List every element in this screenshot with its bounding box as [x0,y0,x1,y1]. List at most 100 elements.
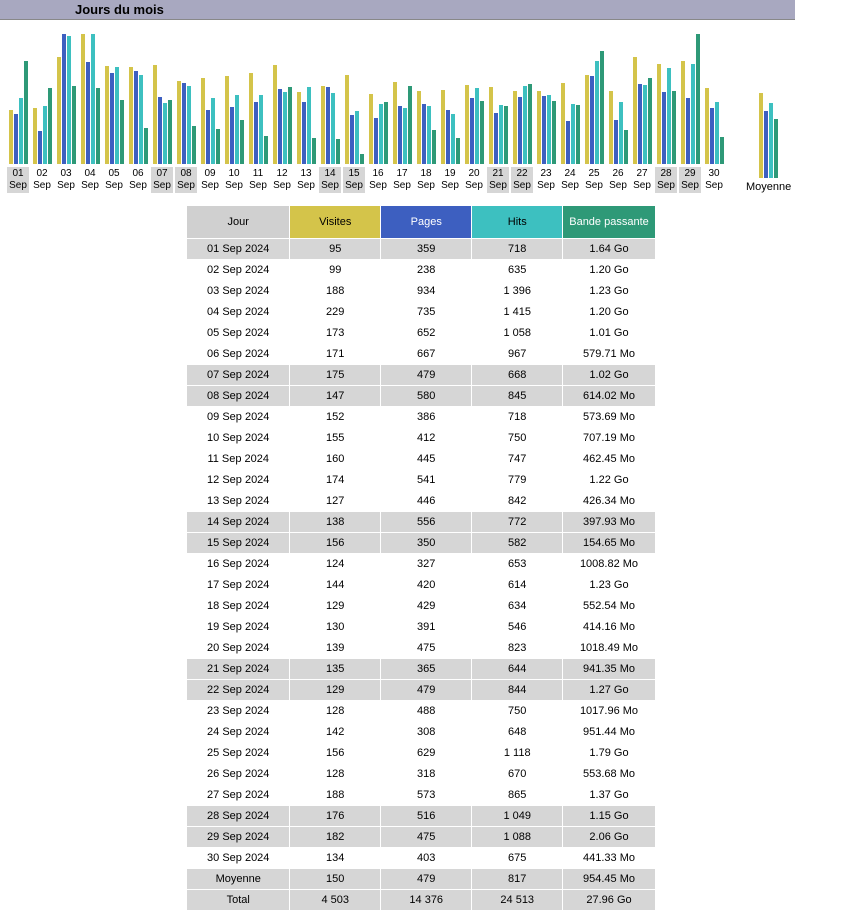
chart-day-col: 16Sep [367,24,389,193]
cell-visites: 129 [290,680,381,701]
table-row-total: Total4 50314 37624 51327.96 Go [187,890,656,911]
chart-day-col: 20Sep [463,24,485,193]
table-row: 26 Sep 2024128318670553.68 Mo [187,764,656,785]
table-row: 05 Sep 20241736521 0581.01 Go [187,323,656,344]
cell-hits: 635 [472,260,563,281]
chart-day-label: 14Sep [319,167,341,193]
cell-bw: 1.23 Go [563,575,656,596]
chart-day-col: 26Sep [607,24,629,193]
cell-bw: 397.93 Mo [563,512,656,533]
cell-bw: 1.02 Go [563,365,656,386]
daily-chart: 01Sep02Sep03Sep04Sep05Sep06Sep07Sep08Sep… [0,20,842,193]
cell-pages: 429 [381,596,472,617]
cell-pages: 238 [381,260,472,281]
cell-hits: 1 118 [472,743,563,764]
table-row: 29 Sep 20241824751 0882.06 Go [187,827,656,848]
table-row: 23 Sep 20241284887501017.96 Mo [187,701,656,722]
cell-visites: 142 [290,722,381,743]
cell-date: 25 Sep 2024 [187,743,290,764]
chart-day-col: 21Sep [487,24,509,193]
chart-day-label: 12Sep [271,167,293,193]
cell-visites: 173 [290,323,381,344]
table-row: 19 Sep 2024130391546414.16 Mo [187,617,656,638]
header-jour: Jour [187,206,290,239]
chart-day-col: 02Sep [31,24,53,193]
cell-date: 10 Sep 2024 [187,428,290,449]
cell-date: 27 Sep 2024 [187,785,290,806]
title-text: Jours du mois [75,2,164,17]
table-row: 11 Sep 2024160445747462.45 Mo [187,449,656,470]
chart-day-col: 07Sep [151,24,173,193]
table-row: 25 Sep 20241566291 1181.79 Go [187,743,656,764]
cell-hits: 1 415 [472,302,563,323]
cell-pages: 475 [381,638,472,659]
cell-pages: 308 [381,722,472,743]
cell-visites: 175 [290,365,381,386]
cell-pages: 735 [381,302,472,323]
table-row: 13 Sep 2024127446842426.34 Mo [187,491,656,512]
cell-visites: 188 [290,281,381,302]
cell-date: 20 Sep 2024 [187,638,290,659]
cell-bw: 1.79 Go [563,743,656,764]
cell-bw: 154.65 Mo [563,533,656,554]
cell-visites: 138 [290,512,381,533]
cell-visites: 99 [290,260,381,281]
cell-hits: 634 [472,596,563,617]
cell-visites: 135 [290,659,381,680]
cell-visites: 171 [290,344,381,365]
cell-pages: 359 [381,239,472,260]
cell-visites: 127 [290,491,381,512]
cell-pages: 479 [381,365,472,386]
chart-day-label: 29Sep [679,167,701,193]
chart-day-col: 28Sep [655,24,677,193]
cell-bw: 1.20 Go [563,302,656,323]
cell-bw: 1.20 Go [563,260,656,281]
cell-pages: 479 [381,680,472,701]
chart-day-label: 15Sep [343,167,365,193]
chart-day-label: 18Sep [415,167,437,193]
chart-day-col: 24Sep [559,24,581,193]
cell-bw: 426.34 Mo [563,491,656,512]
chart-day-col: 17Sep [391,24,413,193]
cell-hits: 644 [472,659,563,680]
cell-date: 12 Sep 2024 [187,470,290,491]
cell-hits: 845 [472,386,563,407]
header-bande: Bande passante [563,206,656,239]
cell-bw: 1.01 Go [563,323,656,344]
cell-bw: 462.45 Mo [563,449,656,470]
chart-day-col: 01Sep [7,24,29,193]
table-header-row: Jour Visites Pages Hits Bande passante [187,206,656,239]
cell-bw: 441.33 Mo [563,848,656,869]
cell-date: 06 Sep 2024 [187,344,290,365]
cell-visites: 124 [290,554,381,575]
cell-bw: 951.44 Mo [563,722,656,743]
cell-pages: 350 [381,533,472,554]
cell-pages: 652 [381,323,472,344]
cell-visites: 95 [290,239,381,260]
cell-visites: 156 [290,743,381,764]
cell-pages: 446 [381,491,472,512]
table-row: 08 Sep 2024147580845614.02 Mo [187,386,656,407]
cell-bw: 1018.49 Mo [563,638,656,659]
chart-day-label: 24Sep [559,167,581,193]
cell-date: 08 Sep 2024 [187,386,290,407]
cell-hits: 1 058 [472,323,563,344]
cell-bw: 941.35 Mo [563,659,656,680]
table-row: 24 Sep 2024142308648951.44 Mo [187,722,656,743]
cell-date: 30 Sep 2024 [187,848,290,869]
chart-day-col: 30Sep [703,24,725,193]
cell-bw: 1.22 Go [563,470,656,491]
cell-visites: 147 [290,386,381,407]
cell-pages: 365 [381,659,472,680]
cell-visites: 139 [290,638,381,659]
cell-bw: 552.54 Mo [563,596,656,617]
table-row: 04 Sep 20242297351 4151.20 Go [187,302,656,323]
chart-day-label: 06Sep [127,167,149,193]
chart-day-label: 07Sep [151,167,173,193]
table-row: 06 Sep 2024171667967579.71 Mo [187,344,656,365]
cell-hits: 670 [472,764,563,785]
cell-visites: 144 [290,575,381,596]
cell-visites: 188 [290,785,381,806]
cell-hits: 718 [472,239,563,260]
cell-date: 07 Sep 2024 [187,365,290,386]
